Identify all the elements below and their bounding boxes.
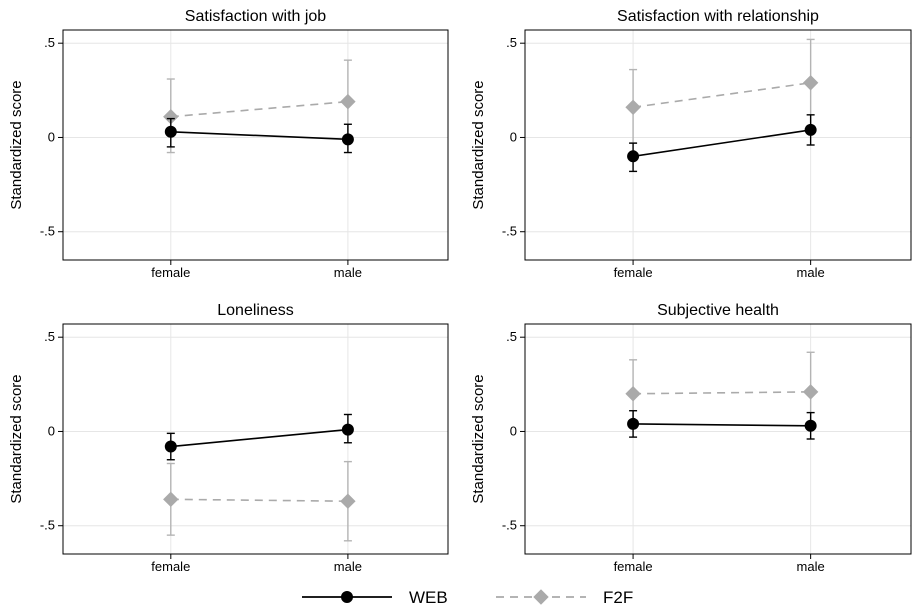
legend-label: WEB	[409, 588, 448, 607]
data-point	[163, 491, 179, 508]
data-point	[802, 75, 819, 91]
panel-title: Satisfaction with job	[185, 8, 327, 25]
plot-frame	[62, 323, 449, 555]
y-tick-label: 0	[510, 423, 517, 438]
panel-1: .5 0 -.5 female male Satisfaction with job Sta…	[8, 8, 449, 280]
y-tick-label: .5	[506, 35, 517, 50]
series-f2f	[163, 460, 356, 542]
y-tick-label: .5	[44, 35, 55, 50]
y-tick-label: -.5	[502, 518, 517, 533]
y-axis-label: Standardized score	[470, 374, 487, 503]
y-tick-label: .5	[506, 329, 517, 344]
series-line	[632, 81, 811, 109]
x-tick-label: male	[334, 559, 362, 574]
x-tick-label: female	[614, 265, 653, 280]
panel-4: .5 0 -.5 female male Subjective health Standar…	[470, 302, 912, 574]
data-point	[625, 386, 641, 402]
y-tick-label: 0	[48, 129, 55, 144]
data-point	[341, 133, 354, 146]
legend-item-f2f: F2F	[496, 588, 633, 607]
plot-area	[525, 30, 911, 260]
legend-label: F2F	[603, 588, 633, 607]
series-f2f	[625, 38, 819, 144]
x-tick-label: male	[334, 265, 362, 280]
y-axis-label: Standardized score	[8, 374, 25, 503]
panel-2: .5 0 -.5 female male Satisfaction with relati…	[470, 8, 912, 280]
series-line	[170, 498, 348, 503]
series-web	[164, 413, 354, 461]
y-tick-label: -.5	[502, 224, 517, 239]
panel-3: .5 0 -.5 female male Loneliness Standardized s…	[8, 302, 449, 574]
legend-item-web: WEB	[302, 588, 448, 607]
plot-area	[525, 324, 911, 554]
plot-frame	[62, 29, 449, 261]
plot-frame	[524, 323, 912, 555]
plot-frame	[524, 29, 912, 261]
series-web	[627, 410, 817, 440]
y-axis-label: Standardized score	[8, 80, 25, 209]
series-web	[164, 117, 354, 154]
panel-title: Satisfaction with relationship	[617, 8, 819, 25]
x-tick-label: female	[151, 559, 190, 574]
x-tick-label: male	[797, 559, 825, 574]
y-tick-label: 0	[510, 129, 517, 144]
series-f2f	[163, 59, 356, 154]
legend-marker	[533, 589, 549, 605]
series-web	[627, 114, 817, 173]
plot-area	[63, 30, 448, 260]
series-line	[170, 131, 348, 141]
legend: WEB F2F	[302, 588, 633, 607]
y-tick-label: -.5	[40, 224, 55, 239]
y-axis-label: Standardized score	[470, 80, 487, 209]
data-point	[627, 150, 640, 163]
data-point	[340, 93, 356, 110]
data-point	[340, 493, 356, 509]
y-tick-label: 0	[48, 423, 55, 438]
x-tick-label: female	[614, 559, 653, 574]
series-line	[633, 423, 811, 427]
data-point	[627, 417, 640, 430]
series-line	[632, 129, 811, 158]
legend-marker	[341, 591, 353, 603]
data-point	[625, 99, 641, 116]
panel-title: Loneliness	[217, 302, 294, 319]
x-tick-label: female	[151, 265, 190, 280]
data-point	[164, 125, 177, 138]
series-line	[170, 428, 348, 448]
data-point	[341, 423, 354, 436]
data-point	[804, 419, 817, 432]
data-point	[804, 123, 817, 136]
y-tick-label: -.5	[40, 518, 55, 533]
series-line	[633, 391, 811, 395]
series-line	[170, 100, 348, 118]
data-point	[802, 384, 819, 400]
y-tick-label: .5	[44, 329, 55, 344]
x-tick-label: male	[797, 265, 825, 280]
data-point	[164, 440, 177, 453]
panel-title: Subjective health	[657, 302, 779, 319]
